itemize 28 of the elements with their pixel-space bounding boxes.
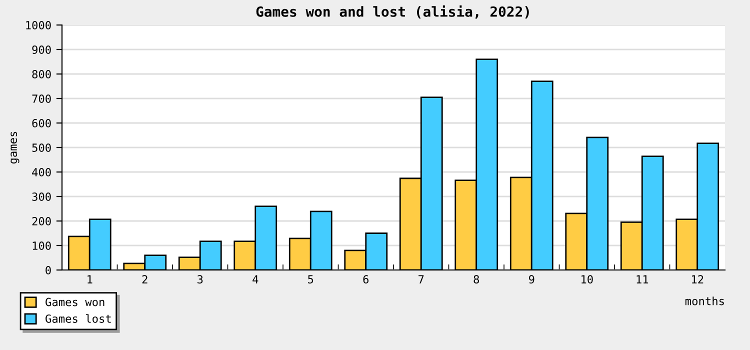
x-tick-label: 7 (418, 275, 424, 284)
y-tick-label: 700 (32, 94, 51, 103)
x-tick-label: 3 (198, 275, 203, 284)
y-tick-label: 200 (32, 217, 51, 226)
y-tick-label: 400 (32, 168, 51, 176)
x-tick-label: 11 (636, 275, 648, 284)
y-tick-label: 300 (32, 192, 51, 201)
x-tick-label: 1 (88, 275, 92, 284)
x-tick-label: 8 (474, 275, 480, 284)
y-tick-label: 1000 (26, 21, 51, 30)
x-tick-label: 4 (252, 275, 258, 284)
y-tick-label: 100 (32, 242, 51, 250)
x-tick-label: 2 (142, 275, 148, 284)
chart-title: Games won and lost (alisia, 2022) (256, 5, 529, 19)
legend-label: Games won (46, 298, 104, 306)
y-axis-title: games (10, 132, 20, 164)
y-tick-label: 500 (32, 144, 51, 152)
x-tick-label: 6 (363, 275, 368, 284)
x-tick-label: 9 (528, 275, 534, 284)
x-tick-label: 10 (582, 275, 593, 284)
y-tick-label: 800 (32, 70, 51, 78)
legend-label: Games lost (46, 314, 111, 323)
y-tick-label: 0 (46, 266, 51, 274)
y-tick-label: 600 (32, 119, 51, 128)
y-tick-label: 900 (32, 46, 51, 54)
x-tick-label: 12 (692, 275, 704, 284)
x-tick-label: 5 (308, 275, 314, 284)
x-axis-title: months (685, 296, 724, 306)
